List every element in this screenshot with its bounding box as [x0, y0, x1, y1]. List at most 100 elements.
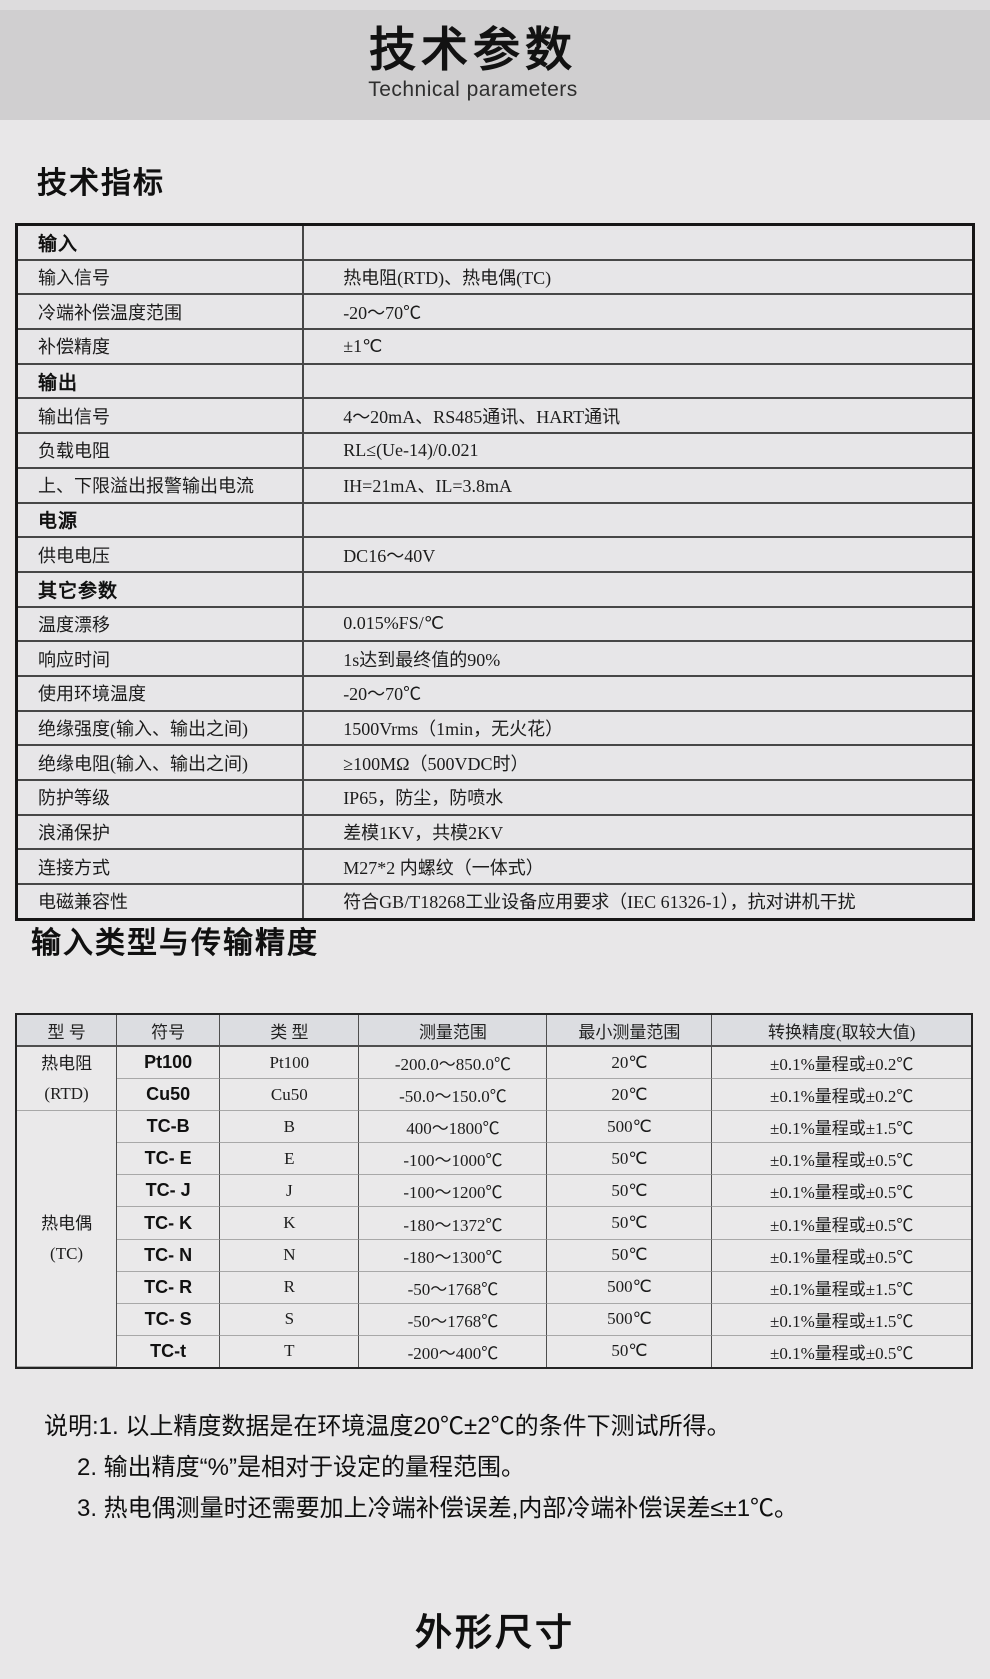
spec-row: 供电电压 DC16～40V — [18, 538, 972, 573]
input-row: TC- J J -100～1200℃ 50℃ ±0.1%量程或±0.5℃ — [17, 1175, 971, 1208]
spec-section-row: 输出 — [18, 364, 972, 400]
spec-value-cell: ±1℃ — [304, 330, 972, 365]
input-type-table: 型 号 符号 类 型 测量范围 最小测量范围 转换精度(取较大值) 热电阻 (R… — [15, 1013, 973, 1369]
range-cell: -50～1768℃ — [359, 1303, 548, 1336]
min-range-cell: 500℃ — [547, 1111, 713, 1144]
symbol-cell: TC- R — [117, 1271, 221, 1304]
spec-section-label: 输入 — [18, 226, 305, 261]
spec-value-cell — [304, 365, 972, 400]
spec-label-cell: 输入信号 — [18, 260, 305, 296]
min-range-cell: 20℃ — [547, 1079, 713, 1112]
symbol-cell: TC- N — [117, 1239, 221, 1272]
top-strip — [0, 0, 990, 10]
range-cell: -50.0～150.0℃ — [359, 1079, 548, 1112]
spec-row: 负载电阻 RL≤(Ue-14)/0.021 — [18, 434, 972, 469]
spec-label-cell: 供电电压 — [18, 538, 305, 573]
spec-row: 绝缘强度(输入、输出之间) 1500Vrms（1min，无火花） — [18, 711, 972, 747]
spec-label-cell: 响应时间 — [18, 642, 305, 677]
spec-row: 浪涌保护 差模1KV，共模2KV — [18, 815, 972, 851]
spec-label-cell: 负载电阻 — [18, 434, 305, 469]
model-abbr: (RTD) — [44, 1083, 89, 1103]
col-header-accuracy: 转换精度(取较大值) — [712, 1015, 971, 1047]
section-heading-specs: 技术指标 — [37, 167, 165, 200]
spec-value-cell: 4～20mA、RS485通讯、HART通讯 — [304, 399, 972, 435]
symbol-cell: Pt100 — [117, 1047, 221, 1080]
spec-value-cell — [304, 573, 972, 608]
spec-section-row: 输入 — [18, 226, 972, 261]
spec-value-cell: 0.015%FS/℃ — [304, 608, 972, 643]
spec-row: 冷端补偿温度范围 -20～70℃ — [18, 295, 972, 331]
accuracy-cell: ±0.1%量程或±0.2℃ — [712, 1047, 971, 1080]
range-cell: -50～1768℃ — [359, 1271, 548, 1304]
col-header-range: 测量范围 — [359, 1015, 548, 1047]
spec-row: 防护等级 IP65，防尘，防喷水 — [18, 781, 972, 816]
spec-value-cell: IP65，防尘，防喷水 — [304, 781, 972, 816]
page-title: 技术参数 — [369, 23, 577, 76]
symbol-cell: TC- E — [117, 1143, 221, 1176]
range-cell: -200～400℃ — [359, 1335, 548, 1367]
model-abbr: (TC) — [50, 1243, 84, 1263]
col-header-type: 类 型 — [220, 1015, 360, 1047]
range-cell: -100～1200℃ — [359, 1175, 548, 1208]
spec-section-label: 其它参数 — [18, 572, 305, 608]
range-cell: -180～1372℃ — [359, 1207, 548, 1240]
type-cell: Pt100 — [220, 1047, 360, 1080]
range-cell: -180～1300℃ — [359, 1239, 548, 1272]
spec-row: 上、下限溢出报警输出电流 IH=21mA、IL=3.8mA — [18, 468, 972, 504]
input-row: 热电阻 (RTD) Pt100 Pt100 -200.0～850.0℃ 20℃ … — [17, 1047, 971, 1112]
accuracy-cell: ±0.1%量程或±0.5℃ — [712, 1143, 971, 1176]
type-cell: N — [220, 1239, 360, 1272]
spec-row: 输入信号 热电阻(RTD)、热电偶(TC) — [18, 260, 972, 296]
range-cell: -200.0～850.0℃ — [359, 1047, 548, 1080]
spec-row: 输出信号 4～20mA、RS485通讯、HART通讯 — [18, 399, 972, 435]
symbol-cell: TC-B — [117, 1111, 221, 1144]
spec-row: 绝缘电阻(输入、输出之间) ≥100MΩ（500VDC时） — [18, 746, 972, 781]
spec-label-cell: 温度漂移 — [18, 607, 305, 643]
col-header-model: 型 号 — [17, 1015, 118, 1047]
min-range-cell: 50℃ — [547, 1335, 713, 1367]
spec-value-cell: 符合GB/T18268工业设备应用要求（IEC 61326-1），抗对讲机干扰 — [343, 892, 856, 913]
input-row: TC-t T -200～400℃ 50℃ ±0.1%量程或±0.5℃ — [17, 1335, 971, 1367]
type-cell: R — [220, 1271, 360, 1304]
spec-row: 电磁兼容性 符合GB/T18268工业设备应用要求（IEC 61326-1），抗对… — [18, 885, 972, 918]
spec-label-cell: 冷端补偿温度范围 — [18, 295, 305, 331]
range-cell: -100～1000℃ — [359, 1143, 548, 1176]
type-cell: T — [220, 1335, 360, 1367]
spec-label-cell: 补偿精度 — [18, 330, 305, 365]
spec-label-cell: 绝缘电阻(输入、输出之间) — [18, 746, 305, 781]
symbol-cell: TC- K — [117, 1207, 221, 1240]
accuracy-cell: ±0.1%量程或±0.5℃ — [712, 1207, 971, 1240]
accuracy-cell: ±0.1%量程或±0.5℃ — [712, 1240, 971, 1272]
input-row: 热电偶 (TC) TC-B B 400～1800℃ 500℃ ±0.1%量程或±… — [17, 1111, 971, 1367]
type-cell: Cu50 — [220, 1079, 360, 1112]
model-name: 热电偶 — [41, 1213, 93, 1233]
min-range-cell: 500℃ — [547, 1303, 713, 1336]
spec-row: 补偿精度 ±1℃ — [18, 330, 972, 365]
spec-value-cell: 1500Vrms（1min，无火花） — [304, 712, 972, 747]
spec-label-cell: 防护等级 — [18, 781, 305, 816]
spec-value-cell: -20～70℃ — [304, 295, 972, 331]
spec-value-cell — [304, 504, 972, 539]
input-row: Cu50 Cu50 -50.0～150.0℃ 20℃ ±0.1%量程或±0.2℃ — [17, 1079, 971, 1112]
spec-value-cell: 热电阻(RTD)、热电偶(TC) — [304, 261, 972, 296]
type-cell: J — [220, 1175, 360, 1208]
spec-table: 输入 输入信号 热电阻(RTD)、热电偶(TC) 冷端补偿温度范围 -20～70℃ … — [15, 223, 975, 921]
accuracy-cell: ±0.1%量程或±0.5℃ — [712, 1175, 971, 1208]
accuracy-cell: ±0.1%量程或±1.5℃ — [712, 1272, 971, 1304]
spec-value-cell: -20～70℃ — [304, 677, 972, 712]
note-line-2: 2. 输出精度“%”是相对于设定的量程范围。 — [77, 1454, 526, 1481]
type-cell: B — [220, 1111, 360, 1144]
spec-section-label: 输出 — [18, 364, 305, 400]
input-row: TC- S S -50～1768℃ 500℃ ±0.1%量程或±1.5℃ — [17, 1303, 971, 1336]
spec-row: 响应时间 1s达到最终值的90% — [18, 642, 972, 677]
spec-value-cell: IH=21mA、IL=3.8mA — [304, 469, 972, 504]
min-range-cell: 20℃ — [547, 1047, 713, 1080]
spec-value-cell: RL≤(Ue-14)/0.021 — [304, 434, 972, 469]
spec-label-cell: 电磁兼容性 — [18, 885, 305, 918]
min-range-cell: 50℃ — [547, 1239, 713, 1272]
symbol-cell: TC- J — [117, 1175, 221, 1208]
notes: 说明:1. 以上精度数据是在环境温度20℃±2℃的条件下测试所得。 2. 输出精… — [44, 1414, 798, 1537]
type-cell: S — [220, 1303, 360, 1336]
spec-row: 连接方式 M27*2 内螺纹（一体式） — [18, 850, 972, 886]
spec-value-cell: M27*2 内螺纹（一体式） — [304, 850, 972, 886]
